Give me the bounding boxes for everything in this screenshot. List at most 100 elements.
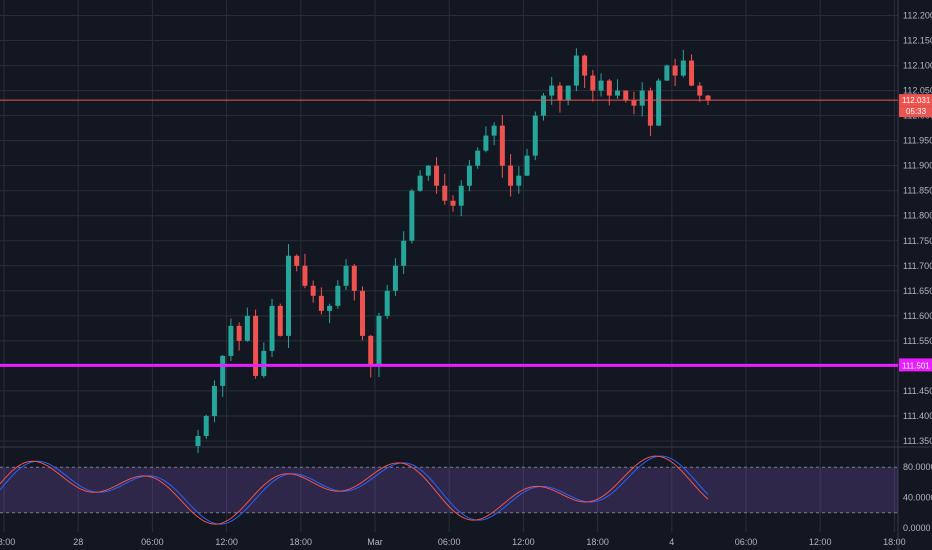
candle-body [277, 305, 283, 336]
candle-body [615, 90, 621, 96]
candle-body [409, 190, 415, 241]
time-axis-label: 06:00 [438, 537, 461, 547]
price-axis-label: 111.550 [903, 336, 932, 346]
candle-body [606, 80, 612, 96]
price-axis-label: 111.900 [903, 161, 932, 171]
candle-body [450, 200, 456, 206]
candle-body [211, 385, 217, 416]
candle-body [228, 325, 234, 356]
current-price-tag-label: 112.031 [902, 96, 931, 105]
candle-body [532, 115, 538, 156]
candle-body [310, 285, 316, 296]
candle-body [689, 60, 695, 86]
time-axis-label: 12:00 [215, 537, 238, 547]
candle-body [269, 305, 275, 351]
stochastic-d-line [0, 455, 709, 525]
candle-body [540, 95, 546, 116]
candle-body [466, 165, 472, 186]
candle-body [253, 315, 259, 376]
price-axis-label: 112.050 [903, 86, 932, 96]
candle-body [360, 290, 366, 336]
support-price-tag-label: 111.501 [902, 361, 930, 370]
candle-body [425, 165, 431, 176]
candle-body [664, 65, 670, 81]
price-axis-label: 111.650 [903, 286, 932, 296]
candle-body [508, 165, 514, 186]
countdown-tag [899, 106, 932, 118]
candle-body [475, 150, 481, 166]
price-axis-label: 111.450 [903, 386, 932, 396]
candle-body [442, 185, 448, 201]
price-axis-label: 111.850 [903, 186, 932, 196]
candle-body [499, 125, 505, 166]
candle-body [376, 315, 382, 366]
candle-body [327, 305, 333, 311]
candle-body [697, 85, 703, 96]
time-axis-label: 18:00 [883, 537, 906, 547]
candle-body [417, 175, 423, 191]
time-axis-label: 06:00 [735, 537, 758, 547]
candle-body [392, 265, 398, 291]
candle-body [623, 90, 629, 101]
candle-body [384, 290, 390, 316]
price-axis-label: 111.800 [903, 211, 932, 221]
time-axis-label: 06:00 [141, 537, 164, 547]
oscillator-axis-label: 0.0000 [903, 523, 931, 533]
candle-body [368, 335, 374, 366]
candle-body [302, 265, 308, 286]
candle-body [335, 285, 341, 306]
candle-body [590, 75, 596, 91]
candle-body [285, 255, 291, 336]
candle-body [434, 165, 440, 186]
candle-body [672, 65, 678, 76]
oscillator-axis-label: 80.0000 [903, 462, 932, 472]
candle-body [565, 85, 571, 101]
candle-body [524, 155, 530, 176]
candle-body [549, 85, 555, 96]
candle-body [351, 265, 357, 291]
candle-body [343, 265, 349, 286]
price-axis-label: 111.700 [903, 261, 932, 271]
price-axis-label: 111.950 [903, 136, 932, 146]
candle-body [203, 415, 209, 436]
price-axis-label: 111.350 [903, 436, 932, 446]
time-axis-label: Mar [367, 537, 383, 547]
candle-body [220, 355, 226, 386]
countdown-tag-label: 05:33 [906, 107, 927, 116]
candle-body [631, 100, 637, 106]
candle-body [244, 315, 250, 341]
candle-body [318, 295, 324, 311]
candle-body [261, 350, 267, 376]
price-axis-label: 111.750 [903, 236, 932, 246]
candle-body [598, 80, 604, 91]
price-axis-label: 112.200 [903, 11, 932, 21]
candle-body [639, 90, 645, 106]
time-axis-label: 12:00 [809, 537, 832, 547]
price-axis-label: 112.150 [903, 36, 932, 46]
support-price-tag [899, 358, 932, 372]
time-axis-label: 18:00 [586, 537, 609, 547]
oscillator-axis-label: 40.0000 [903, 493, 932, 503]
price-axis-label: 111.400 [903, 411, 932, 421]
time-axis-label: 12:00 [512, 537, 535, 547]
time-axis-label: 4 [669, 537, 674, 547]
time-axis-label: 28 [73, 537, 83, 547]
candle-body [573, 55, 579, 86]
candle-body [458, 185, 464, 206]
price-axis-label: 112.100 [903, 61, 932, 71]
current-price-tag [899, 94, 932, 107]
candle-body [401, 240, 407, 266]
candle-body [582, 55, 588, 76]
candle-body [516, 175, 522, 186]
candle-body [705, 95, 711, 101]
price-axis-label: 111.600 [903, 311, 932, 321]
candle-body [680, 60, 686, 76]
candle-body [647, 90, 653, 126]
candle-body [483, 135, 489, 151]
candle-body [294, 255, 300, 266]
candle-body [491, 125, 497, 136]
candle-body [557, 85, 563, 101]
